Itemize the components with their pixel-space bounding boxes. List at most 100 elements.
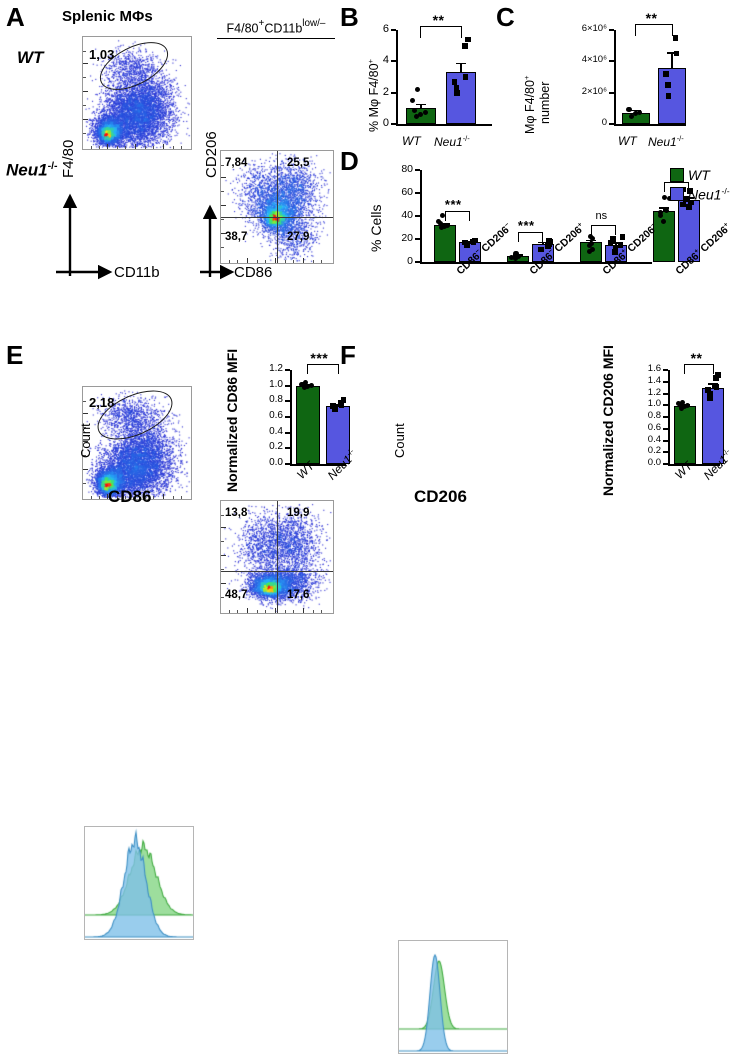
y-tick-label: 0.6 — [647, 421, 661, 433]
bar-wt[interactable] — [674, 405, 696, 464]
y-axis — [614, 30, 616, 124]
panel-a-row-label-neu1: Neu1-/- — [6, 160, 58, 181]
significance-bracket — [307, 364, 339, 374]
data-point — [445, 222, 451, 228]
error-cap — [465, 241, 475, 243]
y-tick — [663, 427, 668, 430]
panel-c-ylabel-sup: + — [522, 75, 531, 81]
x-ticks-a2 — [221, 257, 333, 263]
data-point — [676, 401, 682, 407]
y-tick — [391, 91, 396, 94]
panel-c-chart[interactable]: 0 2×10⁶ 4×10⁶ 6×10⁶ ** WT Neu1-/- — [576, 10, 686, 149]
panel-label-d: D — [340, 146, 359, 176]
y-tick — [415, 261, 420, 263]
panel-b-ylabel-base: % Mφ F4/80 — [367, 63, 382, 132]
data-point — [625, 106, 631, 112]
data-point — [680, 201, 686, 208]
histogram-cd206[interactable] — [398, 940, 508, 1054]
y-axis — [668, 370, 670, 464]
y-tick — [391, 123, 396, 125]
histogram-cd86[interactable] — [84, 826, 194, 940]
quad-ul-neu1: 13,8 — [225, 507, 248, 519]
bar-wt0[interactable] — [434, 225, 456, 262]
y-tick-label: 6×10⁶ — [581, 23, 607, 34]
panel-f-chart[interactable]: 0.0 0.2 0.4 0.6 0.8 1.0 1.2 1.4 1.6 ** WT Neu1-/- — [640, 350, 732, 483]
data-point — [462, 74, 469, 80]
data-point — [465, 36, 471, 43]
panel-c-ylabel-base: Mφ F4/80 — [523, 80, 538, 134]
quad-ll-neu1: 48,7 — [225, 589, 248, 601]
data-point — [546, 238, 552, 244]
y-tick-label: 40 — [401, 209, 413, 221]
legend-neu1-sup: -/- — [721, 186, 730, 196]
significance-label: *** — [517, 218, 535, 234]
quad-ur-wt: 25,5 — [287, 157, 310, 169]
axis-arrow-cd86 — [200, 264, 235, 280]
data-point — [462, 43, 468, 49]
x-axis — [290, 464, 346, 466]
data-point — [509, 254, 515, 260]
error-cap — [611, 242, 621, 244]
significance-bracket — [445, 211, 470, 222]
data-point — [587, 234, 593, 240]
flow-plot-neu1-f480-cd11b[interactable]: 2,18 — [82, 386, 192, 500]
y-tick-label: 60 — [401, 186, 413, 198]
error-cap — [667, 51, 677, 54]
data-point — [413, 114, 419, 120]
significance-bracket — [420, 26, 462, 38]
bar-ko[interactable] — [446, 72, 476, 124]
y-tick — [663, 463, 668, 465]
data-point — [637, 109, 643, 115]
data-point — [673, 50, 680, 57]
data-point — [453, 85, 460, 91]
panel-c-ylabel-line1: Mφ F4/80+ — [522, 76, 537, 135]
error-bar — [712, 382, 714, 388]
bar-wt[interactable] — [296, 385, 320, 464]
data-point — [438, 224, 444, 230]
data-point — [713, 384, 720, 390]
flow-plot-wt-f480-cd11b[interactable]: 1,03 — [82, 36, 192, 150]
data-point — [612, 249, 618, 255]
panel-label-b: B — [340, 2, 359, 32]
y-tick-label: 6 — [382, 23, 389, 35]
significance-bracket — [518, 232, 543, 243]
panel-label-f: F — [340, 340, 356, 370]
y-tick — [609, 123, 614, 125]
neu1-sup: -/- — [47, 160, 58, 172]
panel-f-hist-ylabel: Count — [392, 423, 407, 458]
y-tick-label: 4 — [382, 54, 389, 67]
bar-ko[interactable] — [702, 387, 724, 464]
error-cap — [684, 197, 694, 199]
data-point — [607, 239, 614, 246]
y-tick-label: 80 — [401, 163, 413, 175]
panel-e-chart[interactable]: 0.0 0.2 0.4 0.6 0.8 1.0 1.2 *** WT Neu1-/- — [262, 350, 356, 483]
data-point — [462, 239, 468, 246]
panel-label-e: E — [6, 340, 24, 370]
flow-plot-wt-cd206-cd86[interactable]: 7,84 25,5 38,7 27,9 — [220, 150, 334, 264]
error-cap — [456, 62, 466, 65]
panel-b-chart[interactable]: 0 2 4 6 ** WT Neu1-/- — [372, 12, 492, 149]
data-point — [686, 204, 692, 210]
y-tick — [415, 169, 420, 171]
bar-wt3[interactable] — [653, 211, 675, 262]
data-point — [657, 213, 663, 219]
bar-ko[interactable] — [326, 405, 350, 464]
data-point — [705, 387, 711, 393]
y-ticks-a3 — [83, 387, 89, 499]
y-tick — [285, 431, 290, 434]
error-bar — [671, 51, 673, 68]
bar-ko[interactable] — [658, 67, 686, 124]
significance-bracket — [635, 24, 673, 36]
legend-neu1-base: Neu1 — [688, 186, 722, 203]
y-tick-label: 20 — [401, 232, 413, 244]
data-point — [514, 250, 519, 256]
panel-a-title: Splenic MΦs — [62, 8, 153, 25]
y-tick-label: 1.2 — [647, 386, 661, 398]
legend-label-wt: WT — [688, 167, 710, 183]
y-tick — [663, 369, 668, 371]
data-point — [441, 223, 447, 229]
flow-plot-neu1-cd206-cd86[interactable]: 13,8 19,9 48,7 17,6 — [220, 500, 334, 614]
y-tick — [415, 215, 420, 217]
x-label-neu1: Neu1-/- — [648, 134, 684, 149]
